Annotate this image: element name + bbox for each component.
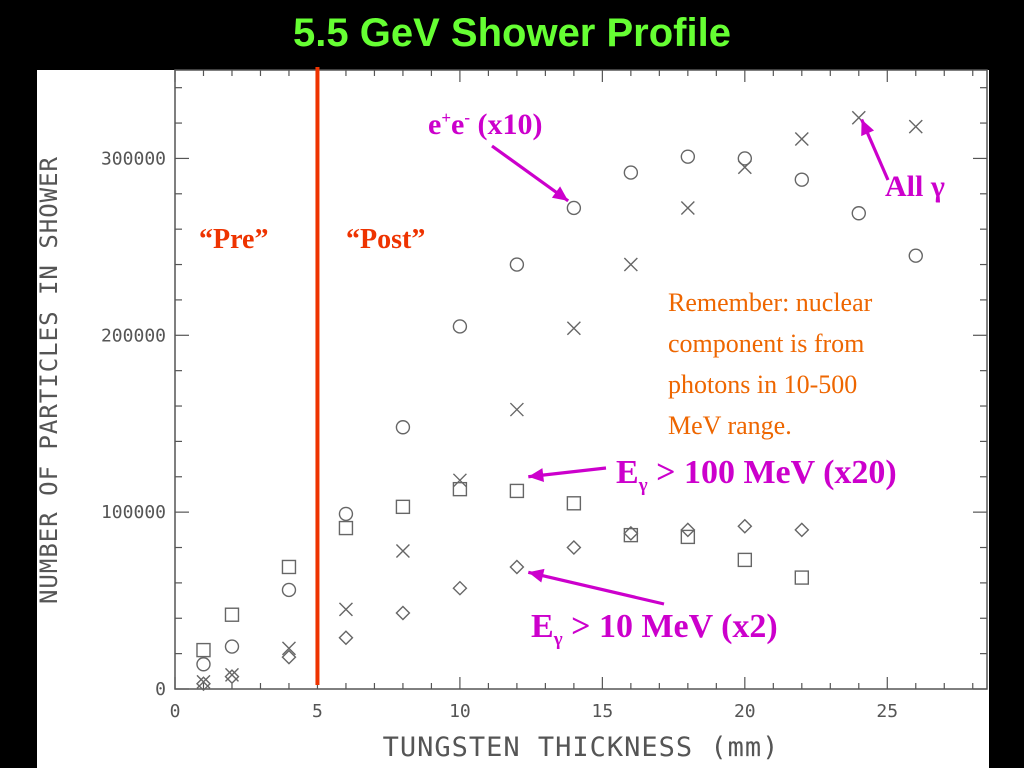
egamma-10mev-diamond-point <box>680 522 696 538</box>
egamma-10mev-diamond-point <box>338 630 354 646</box>
egamma-10mev-diamond-point <box>566 540 582 556</box>
ee-circle-point <box>452 319 468 334</box>
all-gamma-x-point <box>908 119 923 134</box>
ee-circle-point <box>851 206 866 221</box>
ee-circle-point <box>680 149 696 164</box>
egamma-10mev-diamond-point <box>395 605 411 621</box>
ee-circle-point <box>566 200 582 216</box>
plot-background <box>37 70 989 768</box>
ee-circle-point <box>196 657 211 672</box>
all-gamma-x-point <box>338 602 353 617</box>
all-gamma-x-point <box>509 402 524 417</box>
egamma-10mev-diamond-point <box>737 518 753 534</box>
all-gamma-x-point <box>452 473 467 488</box>
data-marks <box>196 110 923 692</box>
x-tick-label: 15 <box>592 701 614 722</box>
all-gamma-x-point <box>737 160 752 175</box>
x-tick-label: 20 <box>734 701 756 722</box>
post-region-label: “Post” <box>346 224 426 255</box>
y-tick-label: 300000 <box>101 148 166 169</box>
egamma-100mev-square-point <box>196 642 211 658</box>
ee-circle-point <box>224 639 240 654</box>
egamma-100mev-square-point <box>737 552 753 568</box>
all-gamma-x-point <box>680 200 695 215</box>
egamma-100mev-square-point <box>281 559 297 575</box>
all-gamma-x-point <box>794 131 809 146</box>
nuclear-component-note: Remember: nuclear component is from phot… <box>668 282 968 446</box>
egamma-100mev-square-point <box>395 499 411 515</box>
ee-annotation-arrow <box>491 144 570 203</box>
ee-circle-point <box>908 248 923 263</box>
egamma-10mev-annotation-arrow <box>527 568 665 606</box>
x-axis-label: TUNGSTEN THICKNESS (mm) <box>383 732 780 763</box>
note-line: component is from <box>668 329 865 358</box>
pre-region-label: “Pre” <box>199 224 269 255</box>
egamma-10mev-diamond-point <box>623 525 639 541</box>
y-tick-label: 0 <box>155 679 166 700</box>
egamma-100mev-square-point <box>452 481 468 497</box>
axes: 0 5 10 15 20 25 0 100000 200000 300000 <box>101 69 988 722</box>
egamma-10mev-diamond-point <box>509 559 525 575</box>
ee-circle-point <box>794 172 810 187</box>
egamma-10mev-diamond-point <box>794 522 810 538</box>
egamma-100mev-annotation-label: Eγ > 100 MeV (x20) <box>616 454 897 496</box>
ee-circle-point <box>338 506 354 522</box>
all-gamma-annotation-label: All γ <box>885 170 945 203</box>
note-line: photons in 10-500 <box>668 370 858 399</box>
ee-circle-point <box>281 582 297 598</box>
all-gamma-x-point <box>395 544 410 559</box>
x-tick-label: 5 <box>312 701 323 722</box>
note-line: MeV range. <box>668 411 792 440</box>
egamma-10mev-diamond-point <box>281 649 297 665</box>
egamma-100mev-square-point <box>566 496 582 511</box>
y-axis-label: NUMBER OF PARTICLES IN SHOWER <box>35 156 63 604</box>
egamma-100mev-square-point <box>794 570 810 585</box>
slide-title: 5.5 GeV Shower Profile <box>293 11 731 55</box>
egamma-10mev-annotation-label: Eγ > 10 MeV (x2) <box>531 608 778 650</box>
y-tick-label: 200000 <box>101 325 166 346</box>
note-line: Remember: nuclear <box>668 288 873 317</box>
annotation-arrows <box>491 118 890 606</box>
ee-annotation-label: e+e- (x10) <box>428 108 543 141</box>
ee-circle-point <box>395 420 411 435</box>
all-gamma-x-point <box>281 641 296 656</box>
egamma-100mev-square-point <box>509 483 525 499</box>
egamma-100mev-annotation-arrow <box>528 466 607 483</box>
egamma-10mev-diamond-point <box>224 669 240 685</box>
egamma-100mev-square-point <box>338 520 354 536</box>
all-gamma-annotation-arrow <box>860 118 890 181</box>
plot-frame <box>174 69 988 690</box>
all-gamma-x-point <box>566 321 581 336</box>
x-tick-label: 10 <box>449 701 471 722</box>
egamma-100mev-square-point <box>623 527 639 543</box>
egamma-10mev-diamond-point <box>452 580 468 596</box>
y-tick-label: 100000 <box>101 502 166 523</box>
ee-circle-point <box>509 257 525 272</box>
all-gamma-x-point <box>623 257 638 272</box>
egamma-100mev-square-point <box>224 607 240 622</box>
x-tick-label: 0 <box>170 701 181 722</box>
egamma-10mev-diamond-point <box>196 676 211 692</box>
ee-circle-point <box>737 151 753 166</box>
x-tick-label: 25 <box>876 701 898 722</box>
ee-circle-point <box>623 165 639 180</box>
egamma-100mev-square-point <box>680 529 696 545</box>
